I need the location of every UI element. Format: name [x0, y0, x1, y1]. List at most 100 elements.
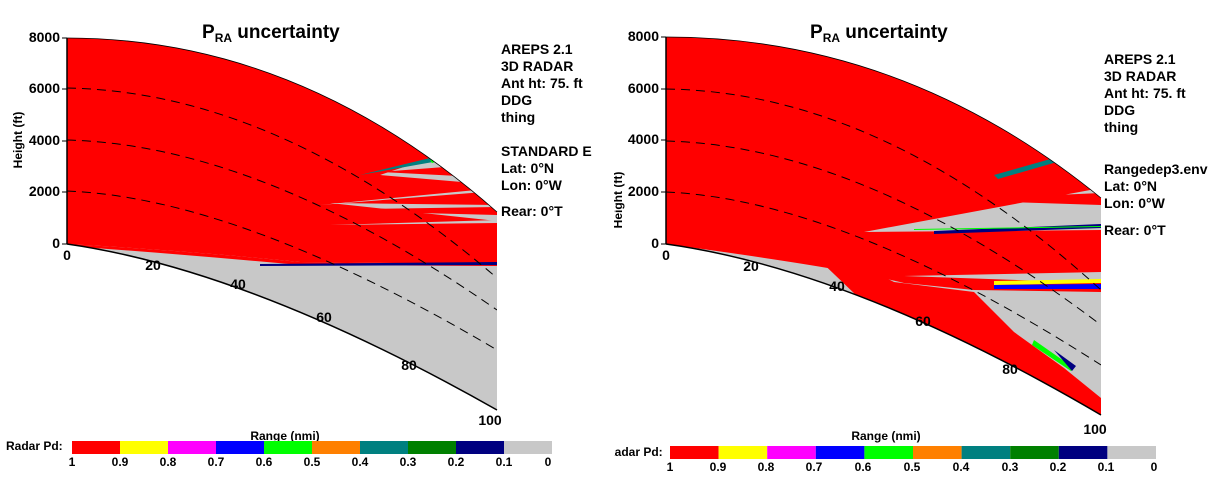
legend-swatch [913, 446, 962, 459]
legend-tick-label: 0.8 [160, 455, 177, 469]
legend-swatch [1058, 446, 1108, 459]
legend-tick-label: 0.5 [904, 460, 921, 474]
legend-tick-label: 0.4 [953, 460, 970, 474]
legend-swatch [168, 441, 216, 454]
mixed-pd-streak [330, 220, 497, 225]
legend-tick-label: 0.2 [448, 455, 465, 469]
y-axis-label: Height (ft) [614, 172, 625, 229]
legend-tick-label: 0.4 [352, 455, 369, 469]
legend-label: Radar Pd: [6, 439, 63, 453]
mixed-pd-streak [360, 158, 433, 175]
legend-swatch [264, 441, 312, 454]
legend-swatch [1107, 446, 1156, 459]
x-ticks: 0 20 40 60 80 100 [63, 247, 502, 428]
legend-swatch [504, 441, 552, 454]
legend-swatch [456, 441, 504, 454]
legend-tick-label: 0 [545, 455, 552, 469]
y-ticks: 0 2000 4000 6000 8000 [29, 29, 67, 251]
height-contour [666, 88, 1101, 291]
legend-swatch [815, 446, 865, 459]
y-tick-label: 6000 [628, 80, 659, 96]
info-line: Ant ht: 75. ft [1104, 85, 1186, 101]
legend-swatch [1010, 446, 1059, 459]
y-tick-label: 8000 [628, 28, 659, 44]
mixed-pd-streak [994, 158, 1057, 179]
legend-tick-label: 0.3 [400, 455, 417, 469]
mixed-pd-streak [1032, 340, 1074, 371]
legend-swatch [767, 446, 816, 459]
high-pd-region [67, 38, 497, 215]
x-tick-label: 60 [316, 309, 332, 325]
info-line: DDG [501, 92, 532, 108]
chart-title: PRA uncertainty [202, 22, 340, 45]
legend-tick-label: 1 [69, 455, 76, 469]
legend-swatch [72, 441, 120, 454]
y-tick-label: 0 [52, 235, 60, 251]
legend-tick-label: 0.9 [112, 455, 129, 469]
legend-label: Radar Pd: [614, 445, 663, 459]
y-tick-label: 6000 [29, 80, 60, 96]
coverage-outline [665, 243, 1102, 416]
height-contour [67, 190, 497, 351]
y-tick-label: 0 [651, 235, 659, 251]
x-tick-label: 60 [915, 313, 931, 329]
legend-colorbar [670, 446, 1156, 459]
y-tick-label: 4000 [628, 131, 659, 147]
env-line: Lon: 0°W [1104, 195, 1166, 211]
legend-swatch [360, 441, 408, 454]
coverage-region [67, 38, 497, 410]
legend-tick-label: 0.7 [806, 460, 823, 474]
legend-swatch [120, 441, 168, 454]
x-tick-label: 20 [145, 257, 161, 273]
legend-swatch [864, 446, 913, 459]
legend-swatch [312, 441, 360, 454]
x-tick-label: 80 [1002, 361, 1018, 377]
info-line: 3D RADAR [1104, 68, 1176, 84]
env-line: Rangedep3.env [1104, 161, 1208, 177]
info-line: AREPS 2.1 [501, 41, 573, 57]
info-line: DDG [1104, 102, 1135, 118]
rear-line: Rear: 0°T [501, 203, 563, 219]
legend-tick-label: 0.6 [256, 455, 273, 469]
legend-tick-label: 0.5 [304, 455, 321, 469]
env-line: Lat: 0°N [1104, 178, 1157, 194]
legend-ticks: 1 0.9 0.8 0.7 0.6 0.5 0.4 0.3 0.2 0.1 0 [69, 455, 552, 469]
legend-tick-label: 0.9 [710, 460, 727, 474]
y-tick-label: 4000 [29, 132, 60, 148]
y-ticks: 0 2000 4000 6000 8000 [628, 28, 666, 251]
x-tick-label: 0 [63, 247, 71, 263]
y-tick-label: 2000 [628, 183, 659, 199]
legend-tick-label: 0.6 [855, 460, 872, 474]
info-line: Ant ht: 75. ft [501, 75, 583, 91]
y-tick-label: 2000 [29, 183, 60, 199]
coverage-outline [66, 37, 498, 213]
x-ticks: 0 20 40 60 80 100 [662, 247, 1107, 437]
high-pd-region [67, 155, 497, 264]
info-line: thing [501, 109, 535, 125]
x-axis-label: Range (nmi) [250, 429, 319, 443]
legend-colorbar [72, 441, 552, 454]
rear-line: Rear: 0°T [1104, 222, 1166, 238]
legend-ticks: 1 0.9 0.8 0.7 0.6 0.5 0.4 0.3 0.2 0.1 0 [667, 460, 1158, 474]
info-line: 3D RADAR [501, 58, 573, 74]
height-contour [666, 191, 1101, 366]
mixed-pd-streak [934, 224, 1101, 234]
x-tick-label: 20 [743, 258, 759, 274]
x-tick-label: 100 [478, 412, 502, 428]
height-contour [666, 140, 1101, 326]
info-line: AREPS 2.1 [1104, 51, 1176, 67]
env-line: Lon: 0°W [501, 177, 563, 193]
legend-tick-label: 0 [1151, 460, 1158, 474]
x-tick-label: 100 [1083, 421, 1107, 437]
legend-tick-label: 0.3 [1002, 460, 1019, 474]
coverage-chart-left: PRA uncertainty 0 [6, 22, 592, 469]
coverage-region [666, 37, 1101, 415]
mixed-pd-streak [260, 262, 497, 266]
mixed-pd-streak [914, 226, 1101, 230]
chart-title: PRA uncertainty [810, 22, 948, 45]
coverage-outline [66, 243, 498, 411]
x-tick-label: 0 [662, 247, 670, 263]
legend-tick-label: 0.1 [1098, 460, 1115, 474]
legend-tick-label: 0.7 [208, 455, 225, 469]
